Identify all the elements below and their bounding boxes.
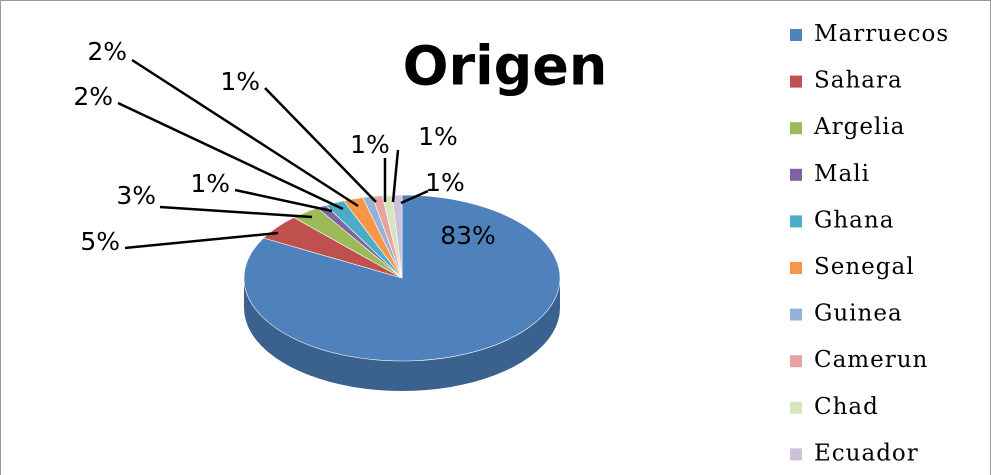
value-label: 2% <box>73 82 113 111</box>
legend-label: Sahara <box>814 68 903 94</box>
legend-label: Camerun <box>814 347 928 373</box>
leader-line <box>117 101 344 211</box>
legend-swatch <box>790 448 802 461</box>
leader-line <box>124 231 279 250</box>
value-label: 2% <box>87 37 127 66</box>
legend-label: Mali <box>814 161 870 187</box>
legend-swatch <box>790 262 802 274</box>
chart-title: Origen <box>403 35 608 98</box>
value-label: 1% <box>220 67 260 96</box>
legend-swatch <box>790 29 802 41</box>
leader-line <box>400 189 429 205</box>
legend-label: Chad <box>814 394 879 420</box>
legend-label: Ecuador <box>814 440 919 466</box>
legend-swatch <box>790 75 802 88</box>
leader-line <box>264 87 377 203</box>
legend-label: Senegal <box>814 254 915 280</box>
value-label: 1% <box>350 130 390 159</box>
legend-label: Ghana <box>814 207 894 233</box>
leader-line <box>131 58 359 208</box>
legend-swatch <box>790 122 802 135</box>
legend-swatch <box>790 308 802 321</box>
leader-line <box>234 188 333 213</box>
legend-swatch <box>790 215 802 228</box>
slice <box>391 194 403 279</box>
legend-swatch <box>790 355 802 368</box>
legend-swatch <box>790 168 802 181</box>
value-label: 83% <box>440 221 496 250</box>
legend-label: Marruecos <box>814 21 949 47</box>
legend-swatch <box>790 401 802 414</box>
legend-label: Argelia <box>813 114 905 140</box>
value-label: 1% <box>425 168 465 197</box>
leader-line <box>159 205 313 219</box>
value-label: 1% <box>418 122 458 151</box>
value-label: 5% <box>80 227 120 256</box>
value-label: 1% <box>190 169 230 198</box>
legend-label: Guinea <box>814 301 903 327</box>
slice-side <box>244 278 560 391</box>
value-label: 3% <box>116 181 156 210</box>
leader-line <box>391 149 400 203</box>
